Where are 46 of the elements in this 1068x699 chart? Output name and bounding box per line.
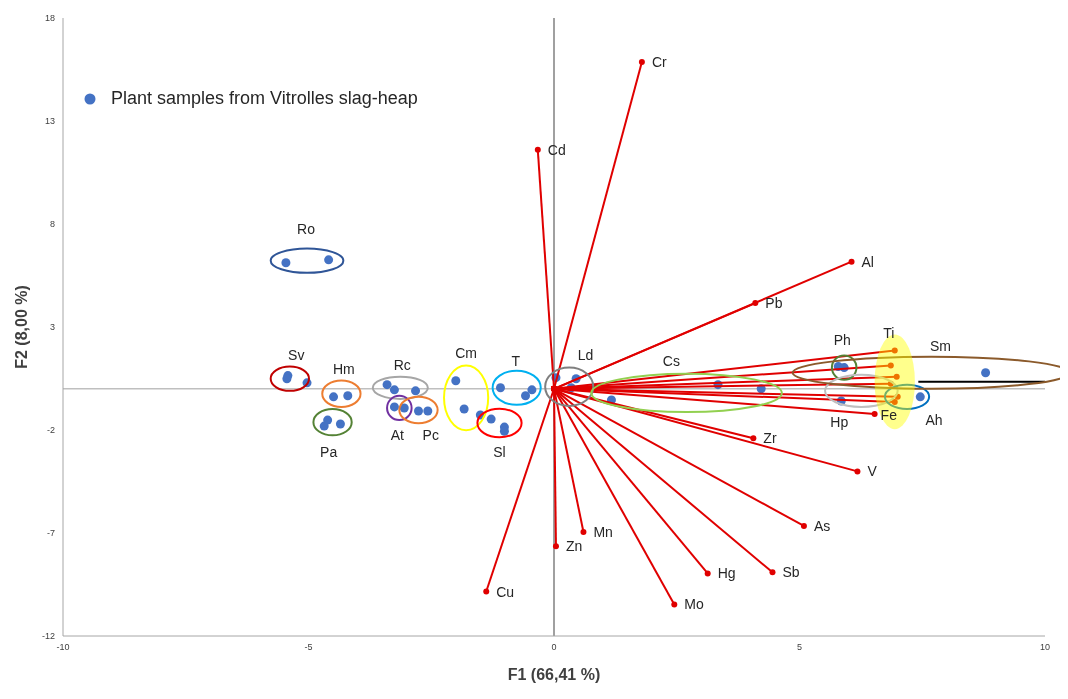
y-axis-title: F2 (8,00 %) xyxy=(12,285,30,369)
series-label: Cd xyxy=(547,141,566,158)
x-tick-label: 10 xyxy=(1039,642,1051,653)
annotation: Hp xyxy=(830,414,849,431)
y-tick-label: -12 xyxy=(41,631,55,642)
series-label: Cu xyxy=(496,583,515,600)
annotation: Cs xyxy=(662,352,680,369)
series-label: As xyxy=(813,518,831,534)
annotation: Cm xyxy=(455,344,477,361)
annotation: Sm xyxy=(929,337,951,354)
annotation: Ah xyxy=(925,412,943,429)
annotation: Pc xyxy=(422,427,439,444)
annotation: At xyxy=(390,427,405,444)
series-label: Sb xyxy=(782,564,800,581)
series-label: Cr xyxy=(651,54,667,71)
x-tick-label: -5 xyxy=(304,642,313,653)
y-tick-label: 3 xyxy=(49,322,55,333)
x-tick-label: -10 xyxy=(56,642,70,653)
series-label: Ti xyxy=(883,325,895,342)
series-label: Zn xyxy=(565,538,583,555)
series-label: Mn xyxy=(593,523,613,540)
series-label: Zr xyxy=(763,430,777,447)
annotation: Sv xyxy=(288,346,305,363)
y-tick-label: -7 xyxy=(46,528,55,539)
series-label: Fe xyxy=(880,406,898,423)
annotation: Hm xyxy=(332,360,355,377)
y-tick-label: 13 xyxy=(44,116,55,127)
annotation: Ph xyxy=(833,332,851,349)
y-tick-label: -2 xyxy=(46,425,55,436)
x-tick-label: 0 xyxy=(551,642,557,653)
y-tick-label: 18 xyxy=(44,13,55,24)
annotation: Rc xyxy=(393,356,411,373)
series-label: V xyxy=(867,463,878,480)
annotation: Pa xyxy=(320,444,338,461)
annotation: T xyxy=(511,352,521,369)
legend-label: Plant samples from Vitrolles slag-heap xyxy=(111,88,418,109)
y-tick-label: 8 xyxy=(49,219,55,230)
annotation: Ro xyxy=(297,220,316,237)
series-label: Al xyxy=(861,253,874,270)
annotation: Ld xyxy=(577,346,594,363)
x-axis-title: F1 (66,41 %) xyxy=(507,666,601,683)
annotation: Sl xyxy=(493,444,506,461)
series-label: Hg xyxy=(717,565,736,582)
series-label: Mo xyxy=(684,596,704,613)
x-tick-label: 5 xyxy=(796,642,803,653)
series-label: Pb xyxy=(765,295,783,312)
